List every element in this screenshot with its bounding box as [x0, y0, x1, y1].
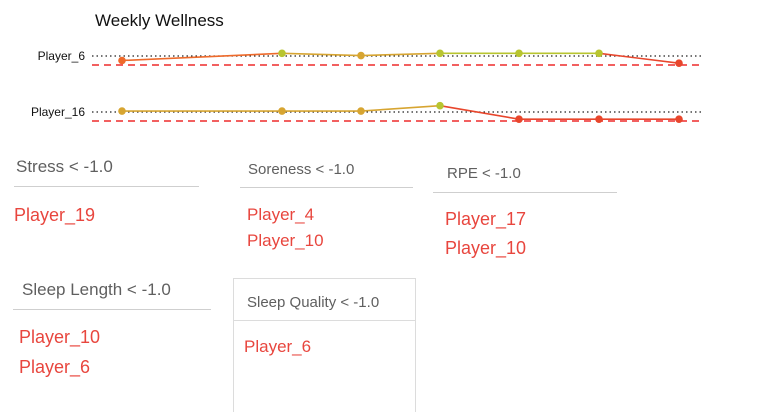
data-point[interactable] — [118, 107, 126, 115]
data-point[interactable] — [515, 115, 523, 123]
data-point[interactable] — [357, 107, 365, 115]
panel-rpe: RPE < -1.0 Player_17 Player_10 — [433, 165, 617, 265]
series-row: Player_6 — [38, 49, 704, 67]
panel-stress: Stress < -1.0 Player_19 — [14, 155, 199, 235]
data-point[interactable] — [675, 115, 683, 123]
series-segment — [281, 52, 362, 57]
panel-title: Sleep Length < -1.0 — [22, 280, 171, 299]
alert-player[interactable]: Player_10 — [445, 238, 527, 258]
series-row: Player_16 — [31, 101, 704, 123]
data-point[interactable] — [278, 49, 286, 58]
divider — [14, 186, 199, 187]
data-point[interactable] — [595, 49, 603, 58]
weekly-wellness-chart: Weekly Wellness Player_6 Player_16 — [31, 11, 704, 123]
series-segment — [360, 104, 441, 112]
data-point[interactable] — [436, 101, 444, 110]
panel-soreness: Soreness < -1.0 Player_4 Player_10 — [240, 158, 413, 258]
data-point[interactable] — [515, 49, 523, 58]
series-segment — [598, 52, 680, 64]
alert-player[interactable]: Player_6 — [244, 337, 312, 356]
divider — [234, 320, 415, 321]
series-label: Player_16 — [31, 105, 85, 119]
series-label: Player_6 — [38, 49, 86, 63]
panel-sleep-quality: Sleep Quality < -1.0 Player_6 — [233, 278, 416, 412]
data-point[interactable] — [675, 59, 683, 67]
divider — [240, 187, 413, 188]
divider — [433, 192, 617, 193]
chart-title: Weekly Wellness — [95, 11, 224, 30]
alert-player[interactable]: Player_10 — [19, 327, 101, 347]
panel-title: RPE < -1.0 — [447, 165, 521, 182]
data-point[interactable] — [278, 107, 286, 115]
data-point[interactable] — [436, 49, 444, 58]
alert-player[interactable]: Player_10 — [247, 231, 324, 250]
data-point[interactable] — [357, 51, 365, 60]
panel-title: Soreness < -1.0 — [248, 161, 355, 178]
alert-player[interactable]: Player_19 — [14, 205, 96, 225]
panel-title: Stress < -1.0 — [16, 157, 113, 176]
alert-player[interactable]: Player_6 — [19, 357, 91, 377]
alert-player[interactable]: Player_4 — [247, 205, 315, 224]
series-segment — [439, 104, 520, 120]
data-point[interactable] — [595, 115, 603, 123]
series-segment — [121, 52, 283, 62]
alert-player[interactable]: Player_17 — [445, 209, 527, 229]
divider — [13, 309, 211, 310]
panel-title: Sleep Quality < -1.0 — [247, 294, 380, 311]
series-segment — [360, 52, 441, 57]
panel-sleep-length: Sleep Length < -1.0 Player_10 Player_6 — [13, 280, 211, 390]
data-point[interactable] — [118, 56, 126, 65]
